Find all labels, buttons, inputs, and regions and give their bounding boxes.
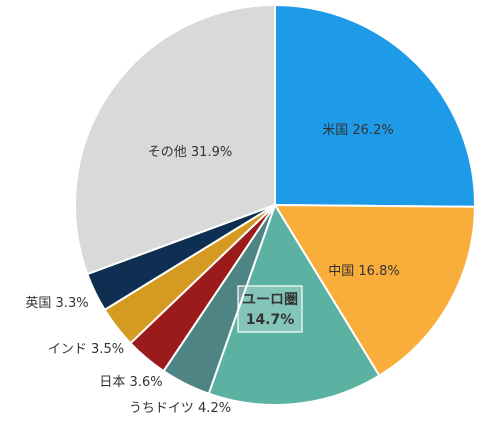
slice-label: うちドイツ 4.2% (129, 401, 231, 416)
slice-label: 日本 3.6% (99, 375, 162, 390)
slice-value-label: 14.7% (246, 312, 295, 328)
pie-slices (74, 3, 477, 406)
slice-label: 英国 3.3% (25, 296, 88, 311)
slice-category-label: ユーロ圏 (242, 292, 298, 308)
pie-slice (207, 202, 381, 406)
slice-label: インド 3.5% (48, 342, 124, 357)
pie-slice (74, 3, 276, 276)
slice-label: 中国 16.8% (328, 264, 399, 279)
label-box (237, 285, 303, 333)
pie-slice (273, 203, 477, 378)
pie-slice (274, 3, 476, 208)
slice-label: 米国 26.2% (322, 123, 393, 138)
slice-label: その他 31.9% (148, 145, 232, 160)
pie-labels: 米国 26.2% 中国 16.8% ユーロ圏 14.7% うちドイツ 4.2% 日本 3.… (25, 123, 399, 416)
